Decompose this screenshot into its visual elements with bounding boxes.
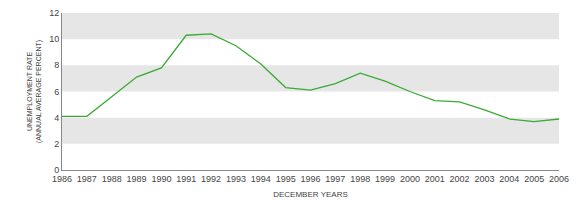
- svg-text:8: 8: [54, 60, 59, 70]
- svg-text:1997: 1997: [325, 174, 345, 184]
- svg-text:1987: 1987: [77, 174, 97, 184]
- svg-text:1988: 1988: [102, 174, 122, 184]
- svg-text:0: 0: [54, 165, 59, 175]
- svg-text:1995: 1995: [276, 174, 296, 184]
- svg-text:4: 4: [54, 113, 59, 123]
- svg-text:DECEMBER YEARS: DECEMBER YEARS: [273, 190, 348, 199]
- svg-text:1989: 1989: [127, 174, 147, 184]
- svg-text:2000: 2000: [400, 174, 420, 184]
- svg-text:10: 10: [49, 34, 59, 44]
- svg-text:2002: 2002: [450, 174, 470, 184]
- svg-text:2006: 2006: [549, 174, 569, 184]
- svg-text:2003: 2003: [474, 174, 494, 184]
- svg-text:1991: 1991: [176, 174, 196, 184]
- svg-text:1993: 1993: [226, 174, 246, 184]
- svg-text:1996: 1996: [300, 174, 320, 184]
- svg-text:1998: 1998: [350, 174, 370, 184]
- svg-text:1999: 1999: [375, 174, 395, 184]
- svg-text:UNEMPLOYMENT RATE(ANNUAL AVERA: UNEMPLOYMENT RATE(ANNUAL AVERAGE PERCENT…: [26, 40, 43, 143]
- svg-text:6: 6: [54, 87, 59, 97]
- svg-text:2005: 2005: [524, 174, 544, 184]
- svg-text:1994: 1994: [251, 174, 271, 184]
- svg-text:2004: 2004: [499, 174, 519, 184]
- svg-text:1990: 1990: [151, 174, 171, 184]
- svg-text:2: 2: [54, 139, 59, 149]
- svg-text:1992: 1992: [201, 174, 221, 184]
- svg-text:1986: 1986: [52, 174, 72, 184]
- svg-text:2001: 2001: [425, 174, 445, 184]
- svg-text:12: 12: [49, 8, 59, 18]
